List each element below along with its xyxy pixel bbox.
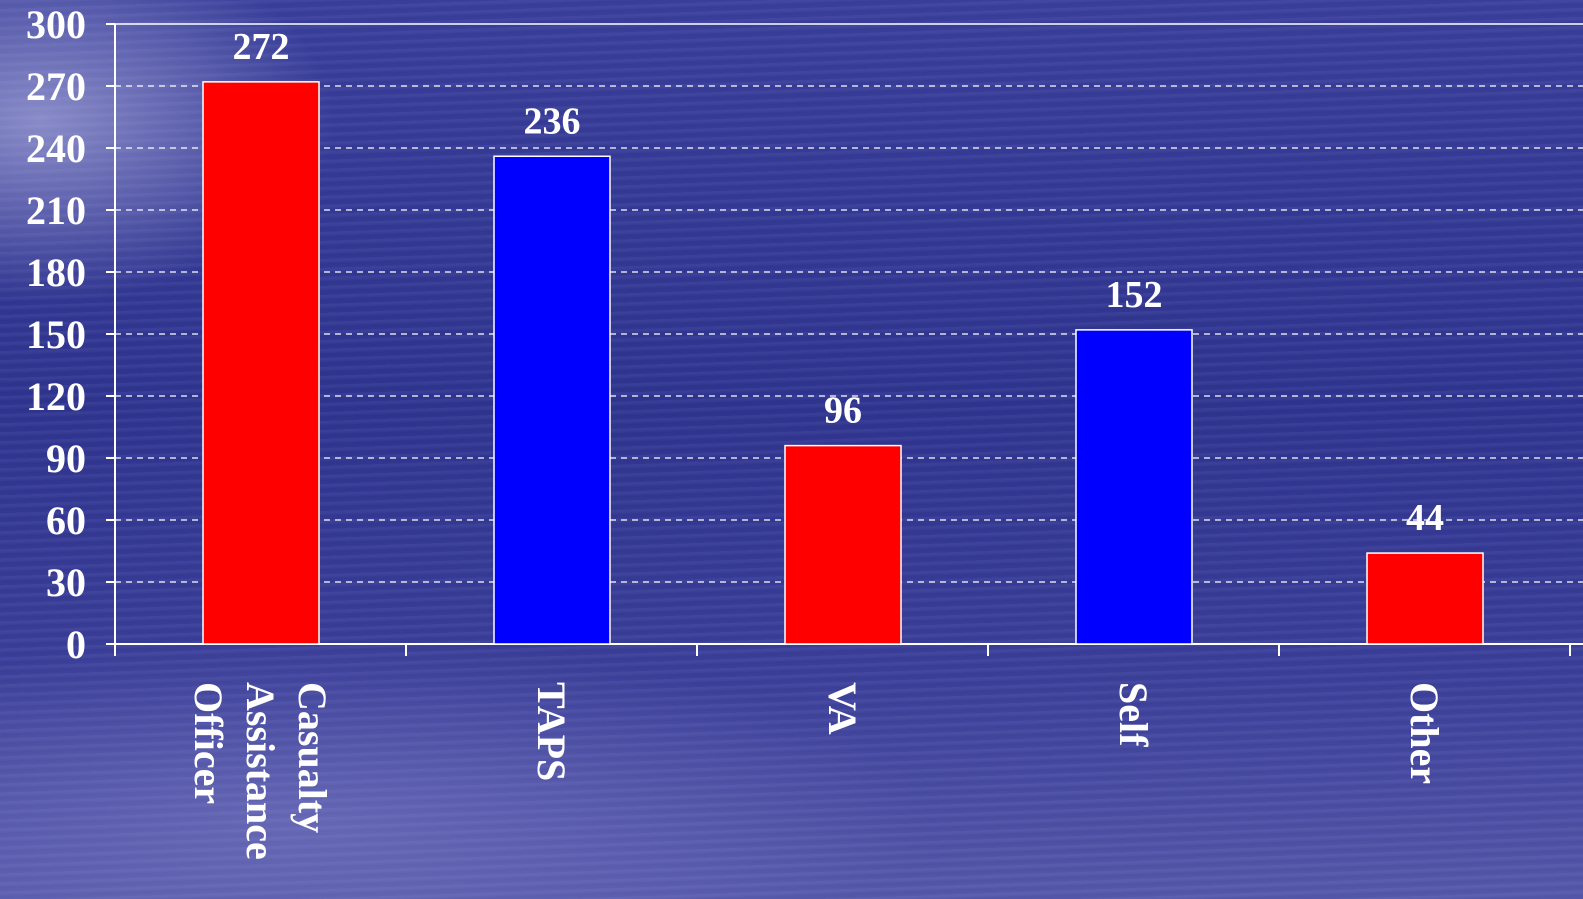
category-label-line: Other xyxy=(1402,682,1447,784)
y-tick-label: 240 xyxy=(26,126,86,171)
bar-casualty-assistance-officer xyxy=(202,81,320,645)
category-label-line: VA xyxy=(820,682,865,735)
y-tick-label: 300 xyxy=(26,2,86,47)
category-label-line: Assistance xyxy=(238,682,283,860)
y-tick-label: 0 xyxy=(66,622,86,667)
bar-other xyxy=(1366,552,1484,645)
bars xyxy=(202,81,1484,645)
category-label-taps: TAPS xyxy=(529,682,574,781)
category-label-self: Self xyxy=(1111,682,1156,747)
bar-va xyxy=(784,444,902,645)
y-tick-label: 150 xyxy=(26,312,86,357)
y-tick-label: 60 xyxy=(46,498,86,543)
category-label-line: Self xyxy=(1111,682,1156,747)
data-label: 96 xyxy=(824,390,862,432)
category-label-line: TAPS xyxy=(529,682,574,781)
category-label-other: Other xyxy=(1402,682,1447,784)
category-label-va: VA xyxy=(820,682,865,735)
y-tick-label: 270 xyxy=(26,64,86,109)
bar-taps xyxy=(493,155,611,645)
y-tick-label: 120 xyxy=(26,374,86,419)
y-tick-label: 30 xyxy=(46,560,86,605)
y-tick-label: 210 xyxy=(26,188,86,233)
data-label: 44 xyxy=(1406,497,1444,539)
data-label: 272 xyxy=(233,26,290,68)
data-label: 152 xyxy=(1106,274,1163,316)
bar-self xyxy=(1075,329,1193,645)
gridlines xyxy=(115,23,1583,583)
data-labels: 272 236 96 152 44 xyxy=(233,26,1445,539)
category-label-line: Officer xyxy=(186,682,231,804)
category-label-line: Casualty xyxy=(290,682,335,833)
data-label: 236 xyxy=(524,100,581,142)
y-tick-label: 180 xyxy=(26,250,86,295)
y-tick-label: 90 xyxy=(46,436,86,481)
y-axis-tick-labels: 0 30 60 90 120 150 180 210 240 270 300 xyxy=(26,2,86,667)
